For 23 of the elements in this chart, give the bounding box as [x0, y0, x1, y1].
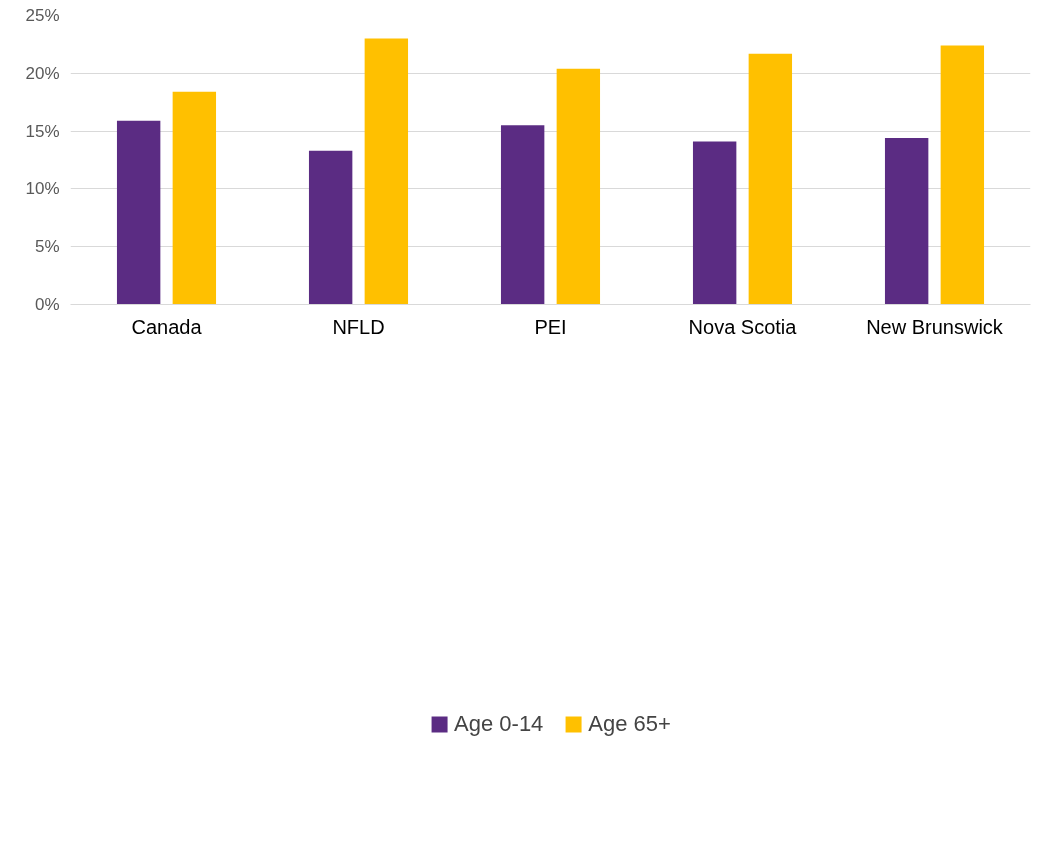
bar: [116, 120, 161, 305]
bar: [308, 150, 353, 305]
x-tick-label: PEI: [534, 315, 567, 338]
bar: [556, 68, 601, 305]
x-tick-label: Nova Scotia: [688, 315, 798, 338]
y-tick-label: 0%: [34, 295, 60, 314]
x-tick-label: Canada: [131, 315, 203, 338]
y-tick-label: 20%: [25, 63, 60, 83]
y-tick-label: 15%: [25, 121, 60, 141]
x-tick-label: New Brunswick: [866, 315, 1004, 338]
bar: [172, 91, 217, 305]
bar: [884, 138, 929, 305]
y-tick-label: 10%: [25, 179, 60, 199]
x-tick-label: NFLD: [332, 315, 385, 338]
bar: [364, 38, 409, 305]
legend-label: Age 0-14: [454, 710, 544, 737]
legend-label: Age 65+: [588, 710, 671, 737]
bar: [940, 45, 985, 305]
bar: [748, 53, 793, 305]
y-tick-label: 25%: [25, 6, 60, 25]
y-tick-label: 5%: [34, 237, 60, 257]
bar: [692, 141, 737, 305]
bar: [500, 125, 545, 305]
